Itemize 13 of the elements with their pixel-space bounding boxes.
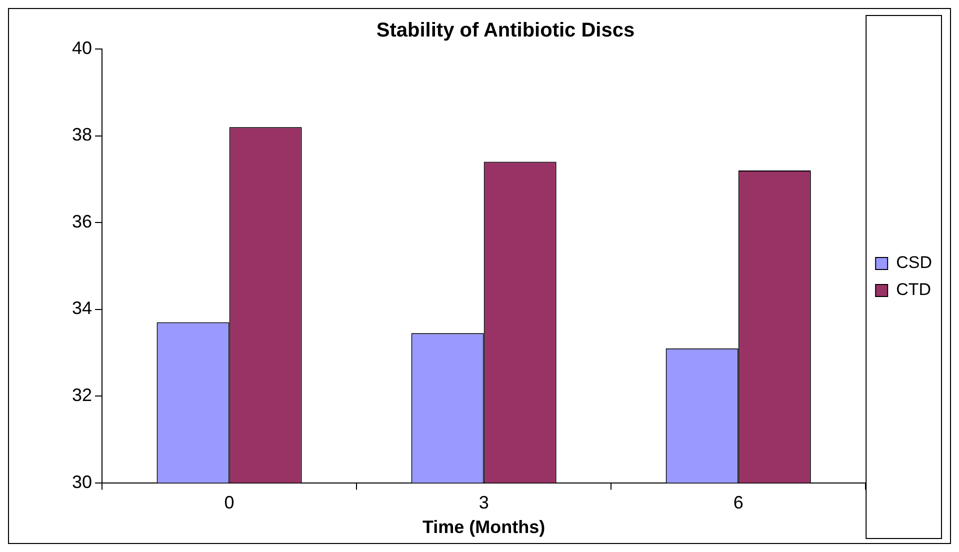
- chart-title: Stability of Antibiotic Discs: [376, 20, 635, 42]
- y-tick-label: 34: [72, 298, 92, 318]
- y-tick-label: 30: [72, 472, 92, 492]
- legend-label: CTD: [896, 280, 932, 300]
- x-tick-label: 3: [478, 492, 489, 513]
- y-tick-label: 40: [72, 38, 92, 58]
- legend-label: CSD: [896, 253, 932, 272]
- x-tick-label: 6: [733, 492, 744, 513]
- y-tick-label: 32: [72, 385, 92, 406]
- y-tick-label: 36: [72, 211, 92, 232]
- x-tick-label: 0: [224, 492, 234, 513]
- y-tick-label: 38: [72, 124, 92, 145]
- x-axis-title: Time (Months): [422, 517, 546, 538]
